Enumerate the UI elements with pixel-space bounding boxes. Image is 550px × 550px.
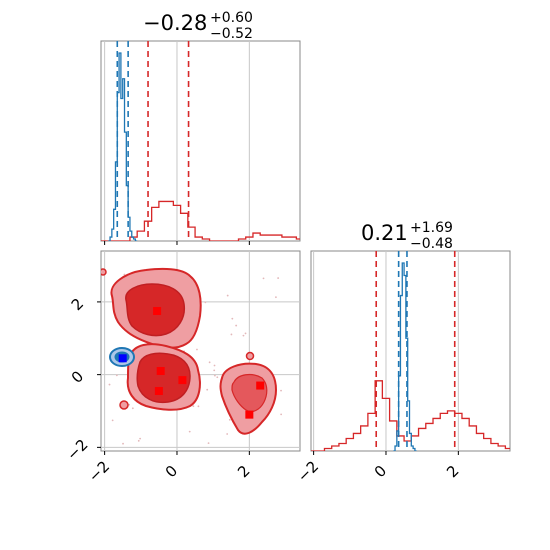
mode-markers (118, 307, 265, 419)
sample-point (213, 374, 216, 377)
sample-point (213, 364, 216, 367)
title-param-1: 0.21 (361, 221, 408, 245)
tick-label-right-x-0: −2 (294, 457, 322, 485)
sample-point (213, 369, 216, 372)
red-contour-satellite-1 (119, 400, 129, 410)
title-param-1-upper-error: +1.69 (410, 220, 453, 236)
sample-point (115, 374, 118, 377)
sample-point (111, 419, 114, 422)
sample-point (275, 296, 277, 299)
sample-point (197, 405, 200, 408)
mode-marker-series-0-1 (156, 367, 165, 375)
sample-point (228, 418, 231, 421)
sample-point (192, 405, 195, 408)
sample-point (244, 332, 247, 335)
sample-point (196, 348, 198, 351)
red-contour-satellite-2 (245, 351, 255, 361)
hist-param-0-series-1 (108, 52, 138, 241)
sample-point (230, 333, 233, 336)
sample-point (262, 277, 265, 280)
red-contour-inner-lower (136, 352, 191, 404)
tick-label-right-x-2: 2 (443, 462, 462, 481)
mode-marker-series-0-0 (153, 307, 162, 315)
sample-point (226, 433, 229, 435)
panel-hist-param-0-frame (100, 40, 301, 242)
hist-param-0-series-0 (101, 200, 300, 241)
sample-point (122, 442, 124, 445)
sample-point (235, 324, 238, 327)
sample-point (204, 301, 207, 304)
sample-point (123, 273, 126, 276)
title-param-0-upper-error: +0.60 (210, 10, 253, 26)
sample-point (137, 439, 140, 442)
tick-label-joint-y-1: 0 (68, 367, 87, 386)
hist-param-1 (311, 251, 510, 451)
sample-point (188, 430, 191, 433)
mode-marker-series-0-2 (154, 387, 163, 395)
tick-label-joint-y-0: −2 (63, 436, 91, 464)
mode-marker-series-0-4 (256, 381, 265, 390)
title-param-1-lower-error: −0.48 (410, 236, 453, 252)
mode-marker-series-0-3 (178, 376, 187, 385)
joint-density-contours (101, 267, 283, 445)
sample-point (139, 437, 142, 440)
panel-hist-param-1-frame (310, 250, 511, 452)
sample-point (208, 361, 211, 364)
mode-marker-series-1-0 (118, 354, 127, 363)
sample-point (108, 383, 111, 386)
hist-param-0 (101, 41, 300, 241)
sample-point (216, 376, 219, 379)
sample-point (280, 413, 283, 416)
sample-point (226, 294, 229, 297)
tick-label-right-x-1: 0 (371, 462, 390, 481)
tick-label-joint-x-1: 0 (162, 462, 181, 481)
mode-marker-series-0-5 (245, 410, 254, 419)
sample-point (231, 317, 234, 320)
sample-point (242, 334, 245, 337)
hist-param-1-series-1 (393, 262, 417, 451)
sample-point (277, 277, 280, 279)
red-contour-satellite-3 (101, 268, 107, 276)
tick-label-joint-y-2: 2 (68, 295, 87, 314)
title-param-0-lower-error: −0.52 (210, 26, 253, 42)
sample-point (207, 442, 210, 445)
title-param-0: −0.28 (143, 11, 207, 35)
sample-point (280, 389, 282, 392)
sample-point (131, 407, 134, 410)
tick-label-joint-x-0: −2 (85, 457, 113, 485)
sample-point (206, 388, 209, 391)
tick-label-joint-x-2: 2 (234, 462, 253, 481)
